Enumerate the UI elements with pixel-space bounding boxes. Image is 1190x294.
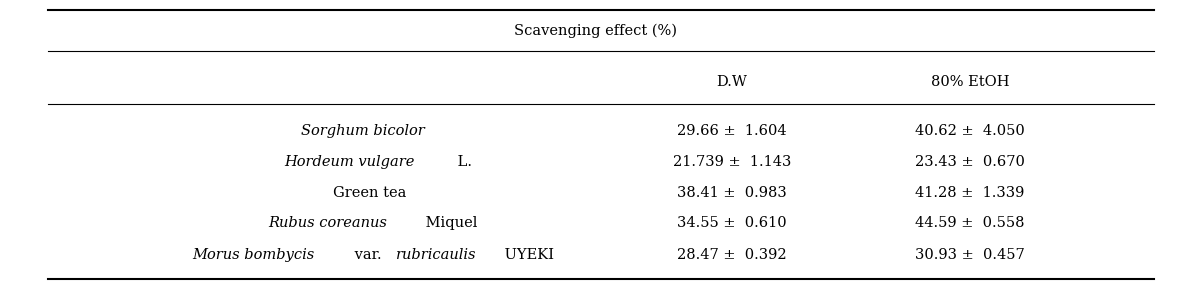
Text: Miquel: Miquel — [421, 216, 477, 230]
Text: 23.43 ±  0.670: 23.43 ± 0.670 — [915, 155, 1025, 169]
Text: Hordeum vulgare: Hordeum vulgare — [284, 155, 415, 169]
Text: Scavenging effect (%): Scavenging effect (%) — [514, 24, 676, 38]
Text: 30.93 ±  0.457: 30.93 ± 0.457 — [915, 248, 1025, 262]
Text: 44.59 ±  0.558: 44.59 ± 0.558 — [915, 216, 1025, 230]
Text: D.W: D.W — [716, 75, 747, 89]
Text: 80% EtOH: 80% EtOH — [931, 75, 1009, 89]
Text: Morus bombycis: Morus bombycis — [192, 248, 314, 262]
Text: Rubus coreanus: Rubus coreanus — [268, 216, 387, 230]
Text: Sorghum bicolor: Sorghum bicolor — [301, 124, 425, 138]
Text: L.: L. — [452, 155, 471, 169]
Text: 40.62 ±  4.050: 40.62 ± 4.050 — [915, 124, 1025, 138]
Text: 41.28 ±  1.339: 41.28 ± 1.339 — [915, 186, 1025, 200]
Text: UYEKI: UYEKI — [500, 248, 555, 262]
Text: 34.55 ±  0.610: 34.55 ± 0.610 — [677, 216, 787, 230]
Text: rubricaulis: rubricaulis — [396, 248, 477, 262]
Text: 21.739 ±  1.143: 21.739 ± 1.143 — [672, 155, 791, 169]
Text: 28.47 ±  0.392: 28.47 ± 0.392 — [677, 248, 787, 262]
Text: 38.41 ±  0.983: 38.41 ± 0.983 — [677, 186, 787, 200]
Text: 29.66 ±  1.604: 29.66 ± 1.604 — [677, 124, 787, 138]
Text: var.: var. — [350, 248, 386, 262]
Text: Green tea: Green tea — [333, 186, 407, 200]
